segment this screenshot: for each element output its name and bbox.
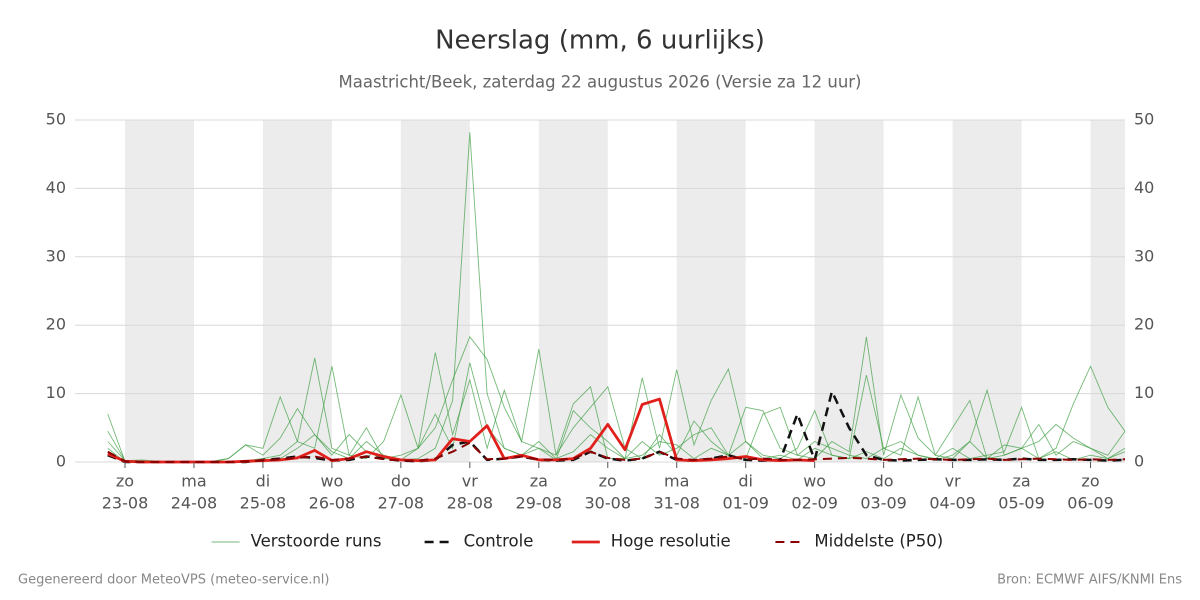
- y2-tick-label: 20: [1134, 315, 1154, 334]
- footer-right: Bron: ECMWF AIFS/KNMI Ens: [997, 573, 1182, 588]
- x-tick-date: 29-08: [516, 494, 563, 513]
- x-tick-label: za: [1012, 472, 1030, 491]
- x-tick-date: 01-09: [722, 494, 769, 513]
- y2-tick-label: 30: [1134, 246, 1154, 265]
- day-band: [952, 120, 1022, 462]
- x-tick-date: 02-09: [791, 494, 838, 513]
- x-tick-date: 03-09: [860, 494, 907, 513]
- footer-left: Gegenereerd door MeteoVPS (meteo-service…: [18, 573, 329, 588]
- chart-subtitle: Maastricht/Beek, zaterdag 22 augustus 20…: [339, 73, 862, 92]
- x-tick-date: 23-08: [102, 494, 149, 513]
- legend-label: Middelste (P50): [814, 532, 943, 551]
- x-tick-label: wo: [803, 472, 826, 491]
- day-band: [1090, 120, 1125, 462]
- x-tick-date: 30-08: [585, 494, 632, 513]
- day-band: [676, 120, 746, 462]
- x-tick-label: zo: [116, 472, 134, 491]
- y-tick-label: 10: [46, 383, 66, 402]
- x-tick-date: 06-09: [1067, 494, 1114, 513]
- day-band: [400, 120, 470, 462]
- y2-tick-label: 40: [1134, 178, 1154, 197]
- chart-title: Neerslag (mm, 6 uurlijks): [435, 26, 765, 56]
- x-tick-date: 05-09: [998, 494, 1045, 513]
- x-tick-label: zo: [599, 472, 617, 491]
- day-shading: [125, 120, 1125, 462]
- x-tick-date: 28-08: [447, 494, 494, 513]
- ensemble-run: [107, 336, 1126, 463]
- legend: Verstoorde runs Controle Hoge resolutie Mid…: [211, 532, 943, 551]
- y-tick-label: 30: [46, 246, 66, 265]
- y-tick-label: 20: [46, 315, 66, 334]
- x-tick-label: vr: [462, 472, 478, 491]
- day-band: [125, 120, 194, 462]
- x-tick-date: 26-08: [309, 494, 356, 513]
- y2-tick-label: 0: [1134, 452, 1144, 471]
- day-band: [814, 120, 884, 462]
- legend-label: Hoge resolutie: [611, 532, 731, 551]
- x-tick-label: do: [391, 472, 411, 491]
- ensemble-run: [107, 335, 1126, 463]
- plot-lines: [107, 132, 1126, 464]
- series-line: [107, 441, 1126, 463]
- x-tick-label: vr: [945, 472, 961, 491]
- x-tick-date: 04-09: [929, 494, 976, 513]
- x-tick-label: di: [256, 472, 271, 491]
- x-tick-label: wo: [320, 472, 343, 491]
- x-tick-label: do: [874, 472, 894, 491]
- y2-tick-label: 10: [1134, 383, 1154, 402]
- x-tick-label: ma: [664, 472, 689, 491]
- y2-tick-label: 50: [1134, 110, 1154, 129]
- x-tick-date: 31-08: [653, 494, 700, 513]
- y-tick-label: 50: [46, 110, 66, 129]
- x-tick-date: 25-08: [240, 494, 287, 513]
- axes: 0 0 10 10 20 20 30 30 40 40 50 50 zo 23-08 ma 24-08 di 25…: [46, 110, 1155, 513]
- x-tick-label: di: [738, 472, 753, 491]
- legend-label: Controle: [464, 532, 534, 551]
- x-tick-label: za: [530, 472, 548, 491]
- x-tick-label: ma: [181, 472, 206, 491]
- y-tick-label: 40: [46, 178, 66, 197]
- x-tick-date: 27-08: [378, 494, 425, 513]
- y-tick-label: 0: [56, 452, 66, 471]
- legend-label: Verstoorde runs: [251, 532, 382, 551]
- day-band: [262, 120, 332, 462]
- x-tick-date: 24-08: [171, 494, 218, 513]
- x-tick-label: zo: [1081, 472, 1099, 491]
- grid: [75, 119, 1125, 463]
